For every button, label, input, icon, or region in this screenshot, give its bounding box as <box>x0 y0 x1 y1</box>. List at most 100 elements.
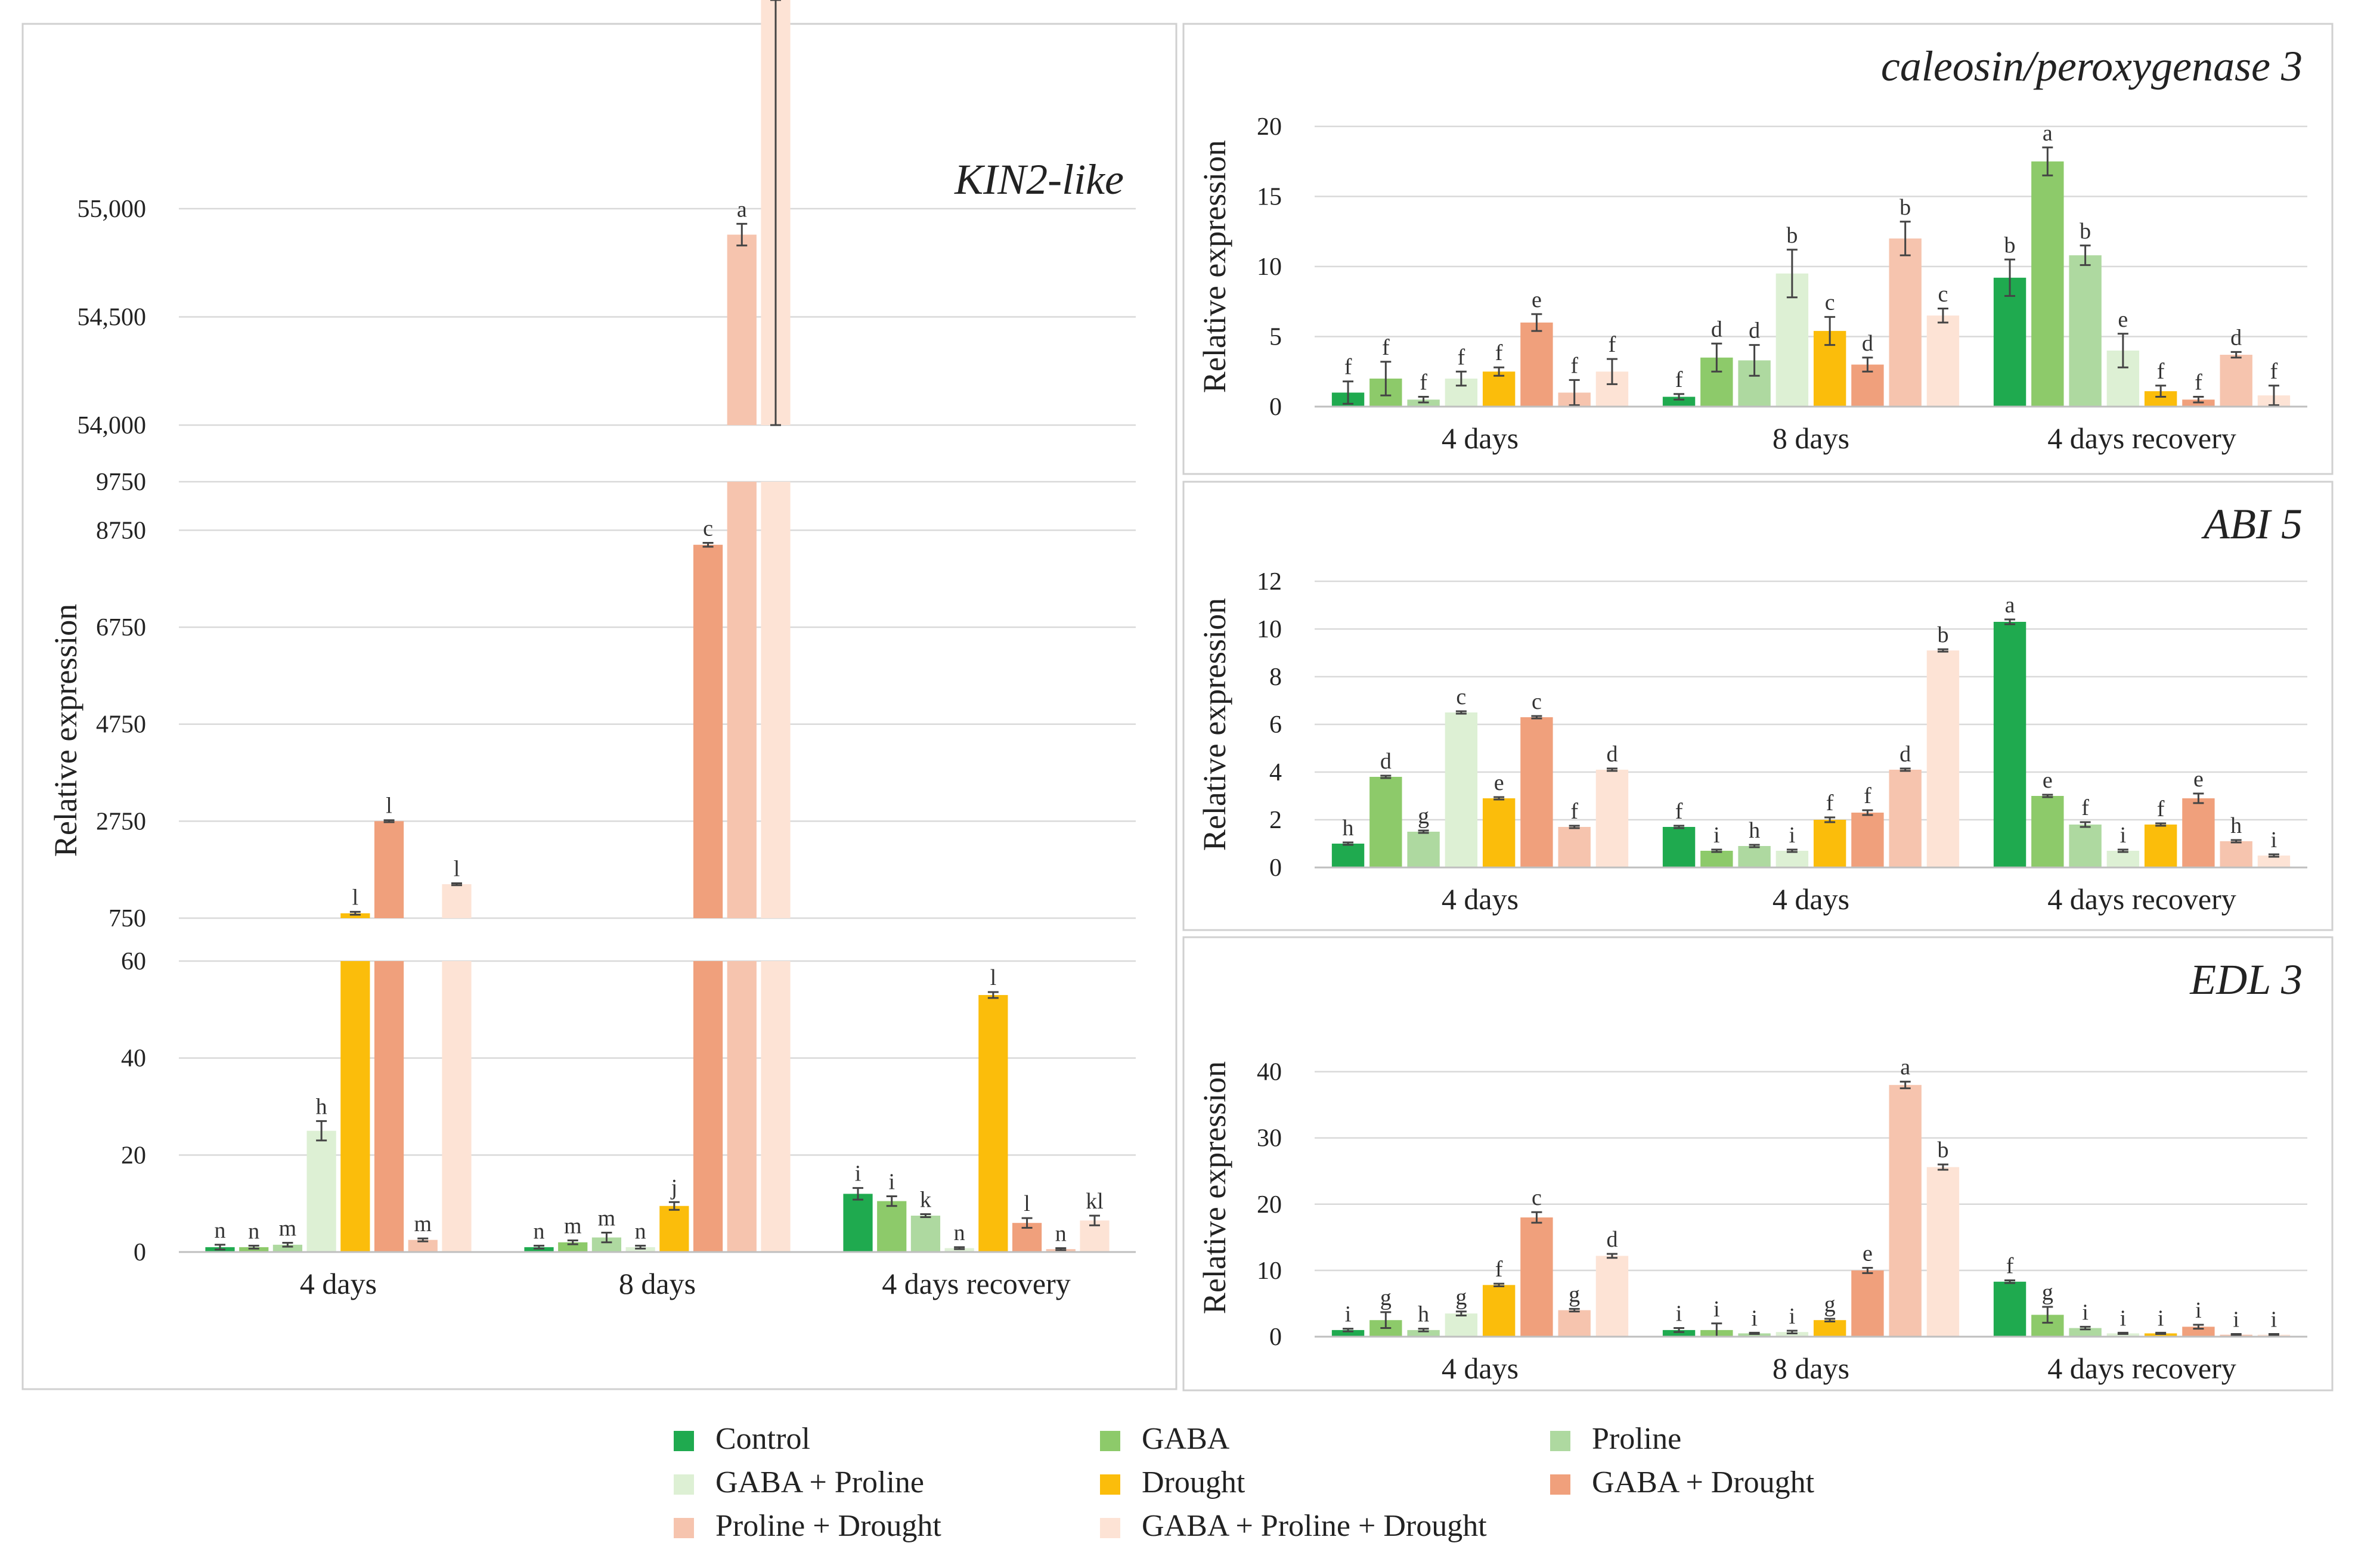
significance-label: f <box>1609 332 1616 357</box>
significance-label: m <box>279 1216 297 1241</box>
error-bar <box>1749 344 1760 377</box>
legend-label: Proline <box>1592 1422 1681 1456</box>
bar <box>2069 1328 2102 1337</box>
error-bar <box>417 1237 429 1242</box>
legend-item: GABA + Proline + Drought <box>1100 1509 1487 1543</box>
legend-item: GABA <box>1100 1422 1230 1456</box>
error-bar <box>248 1244 259 1250</box>
error-bar <box>954 1246 965 1250</box>
significance-label: i <box>2082 1300 2088 1325</box>
error-bar <box>987 991 999 999</box>
error-bar <box>736 222 748 247</box>
panel-border <box>1182 936 2334 1392</box>
error-bar <box>1418 396 1429 404</box>
legend-label: Drought <box>1142 1465 1245 1499</box>
bar <box>239 1247 269 1252</box>
bar <box>843 1194 873 1252</box>
bar <box>625 1247 655 1252</box>
significance-label: f <box>2157 797 2165 822</box>
significance-label: a <box>737 197 747 222</box>
y-axis-label: Relative expression <box>1197 1061 1232 1314</box>
y-tick-label: 20 <box>1257 113 1282 141</box>
error-bar <box>1380 361 1392 396</box>
bar <box>1331 1330 1365 1337</box>
y-axis-label: Relative expression <box>48 604 83 857</box>
significance-label: l <box>1024 1191 1030 1216</box>
y-tick-label: 0 <box>1269 393 1282 421</box>
significance-label: d <box>1606 1227 1617 1252</box>
error-bar <box>1493 796 1505 801</box>
y-tick-label: 60 <box>121 948 146 975</box>
error-bar <box>1493 366 1505 377</box>
bar <box>408 1239 438 1252</box>
bar <box>761 0 791 1252</box>
significance-label: l <box>352 885 359 910</box>
error-bar <box>1711 342 1722 373</box>
error-bar <box>668 1201 680 1211</box>
significance-label: n <box>635 1219 646 1244</box>
error-bar <box>1711 848 1722 853</box>
error-bar <box>1749 844 1760 848</box>
significance-label: i <box>2195 1298 2202 1323</box>
significance-label: f <box>1675 799 1683 824</box>
significance-label: c <box>703 516 713 541</box>
legend-item: Proline <box>1550 1422 1681 1456</box>
error-bar <box>1531 1211 1542 1224</box>
significance-label: n <box>215 1218 226 1243</box>
bar <box>1331 844 1365 867</box>
y-tick-label: 20 <box>121 1142 146 1169</box>
error-bar <box>1089 1214 1100 1226</box>
error-bar <box>316 1120 327 1142</box>
error-bar <box>1455 1310 1467 1316</box>
error-bar <box>1569 1307 1580 1313</box>
legend-label: GABA <box>1142 1422 1230 1456</box>
significance-label: f <box>1570 799 1578 824</box>
significance-label: i <box>2120 1306 2127 1331</box>
significance-label: k <box>920 1188 931 1213</box>
legend-item: Proline + Drought <box>674 1509 941 1543</box>
significance-label: c <box>1456 684 1466 709</box>
error-bar <box>1531 715 1542 720</box>
significance-label: f <box>1495 340 1503 365</box>
significance-label: g <box>1418 804 1429 829</box>
error-bar <box>1862 357 1873 373</box>
error-bar <box>2230 1333 2242 1337</box>
error-bar <box>1380 1311 1392 1330</box>
significance-label: a <box>1900 1055 1910 1080</box>
significance-label: i <box>1345 1302 1352 1327</box>
bar <box>272 1244 303 1252</box>
significance-label: i <box>2271 1307 2277 1333</box>
error-bar <box>2230 839 2242 844</box>
significance-label: i <box>2120 823 2127 848</box>
x-category-label: 4 days <box>1773 882 1849 916</box>
error-bar <box>601 1231 612 1244</box>
significance-label: f <box>1458 345 1465 370</box>
error-bar <box>1937 308 1948 324</box>
significance-label: kl <box>1086 1189 1104 1214</box>
error-bar <box>1900 221 1911 256</box>
bar <box>1700 851 1733 867</box>
bar <box>1482 798 1516 867</box>
bar <box>1445 712 1478 867</box>
bar <box>1738 846 1771 867</box>
y-tick-label: 6750 <box>96 614 146 642</box>
significance-label: g <box>2042 1280 2053 1305</box>
bar <box>1407 832 1440 867</box>
error-bar <box>1824 1318 1836 1322</box>
error-bar <box>534 1244 545 1250</box>
significance-label: n <box>248 1219 259 1244</box>
significance-label: d <box>1749 318 1760 343</box>
bar <box>1851 1270 1884 1337</box>
error-bar <box>2268 1333 2279 1337</box>
bar <box>1520 717 1553 867</box>
chart-title: KIN2-like <box>954 156 1124 203</box>
bar <box>910 1216 941 1252</box>
error-bar <box>1569 825 1580 829</box>
y-tick-label: 2 <box>1269 807 1282 834</box>
bar <box>1662 396 1696 407</box>
significance-label: e <box>2043 768 2053 793</box>
significance-label: f <box>1344 355 1352 380</box>
y-tick-label: 750 <box>109 905 146 932</box>
bar <box>659 1206 689 1252</box>
y-tick-label: 8 <box>1269 664 1282 691</box>
